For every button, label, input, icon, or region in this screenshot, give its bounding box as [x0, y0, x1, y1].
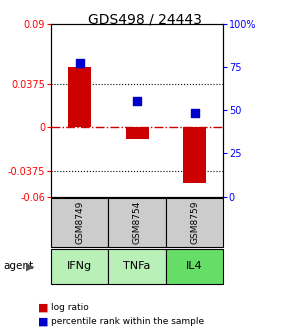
Text: IFNg: IFNg: [67, 261, 92, 271]
Text: GSM8749: GSM8749: [75, 201, 84, 244]
Text: percentile rank within the sample: percentile rank within the sample: [51, 318, 204, 326]
Text: TNFa: TNFa: [123, 261, 151, 271]
Text: agent: agent: [3, 261, 33, 271]
Text: IL4: IL4: [186, 261, 203, 271]
Text: ▶: ▶: [26, 261, 35, 271]
Text: ■: ■: [38, 302, 48, 312]
Text: GSM8759: GSM8759: [190, 201, 199, 244]
Bar: [126, 127, 148, 139]
Bar: [183, 127, 206, 183]
Text: ■: ■: [38, 317, 48, 327]
Bar: [68, 67, 91, 127]
Text: log ratio: log ratio: [51, 303, 88, 312]
Point: [77, 60, 82, 66]
Text: GDS498 / 24443: GDS498 / 24443: [88, 13, 202, 27]
Point: [135, 98, 139, 103]
Text: GSM8754: GSM8754: [133, 201, 142, 244]
Point: [192, 110, 197, 115]
